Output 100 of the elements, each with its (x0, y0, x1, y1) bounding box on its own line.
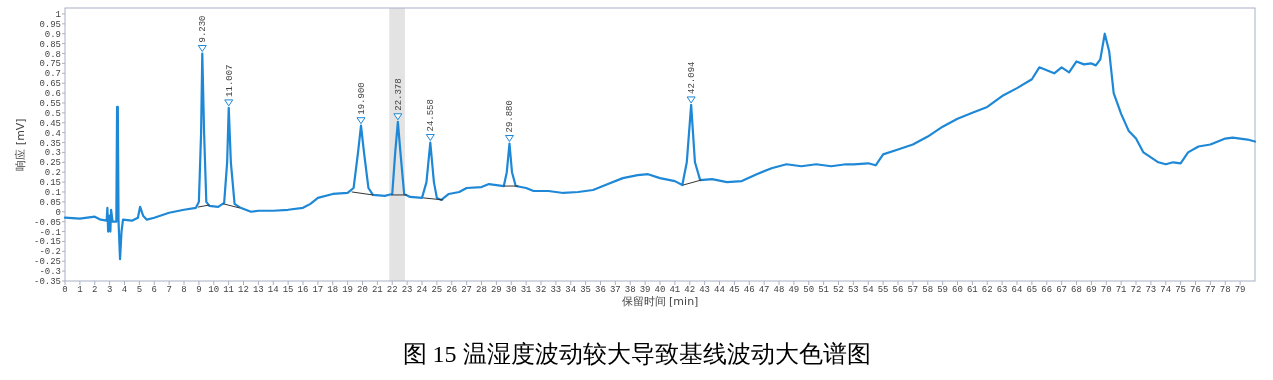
y-tick-label: 0.75 (39, 59, 61, 70)
y-tick-label: 0.05 (39, 197, 61, 208)
x-tick-label: 14 (267, 285, 279, 295)
x-tick-label: 79 (1234, 285, 1246, 295)
y-tick-label: 0.35 (39, 138, 61, 149)
x-tick-label: 31 (520, 285, 532, 295)
x-tick-label: 32 (535, 285, 547, 295)
x-tick-label: 8 (181, 285, 187, 295)
x-tick-label: 68 (1071, 285, 1082, 295)
x-tick-label: 30 (505, 285, 517, 295)
x-tick-label: 36 (595, 285, 606, 295)
x-tick-label: 73 (1145, 285, 1157, 295)
x-tick-label: 43 (699, 285, 711, 295)
x-tick-label: 35 (580, 285, 592, 295)
x-tick-label: 26 (446, 285, 458, 295)
text: 图 15 温湿度波动较大导致基线波动大色谱图 (402, 341, 871, 367)
y-axis-title: 响应 [mV] (14, 118, 27, 171)
x-tick-label: 9 (196, 285, 202, 295)
x-tick-label: 44 (714, 285, 725, 295)
y-tick-label: 0 (55, 207, 61, 218)
y-tick-label: 0.25 (39, 158, 61, 169)
x-tick-label: 4 (121, 285, 128, 295)
y-tick-label: -0.1 (39, 227, 61, 238)
x-tick-label: 20 (357, 285, 368, 295)
x-tick-label: 7 (166, 285, 172, 295)
y-tick-label: 0.45 (39, 118, 61, 129)
x-tick-label: 69 (1085, 285, 1097, 295)
x-tick-label: 1 (77, 285, 83, 295)
x-tick-label: 3 (106, 285, 113, 295)
x-axis-title: 保留时间 [min] (621, 295, 699, 308)
x-tick-label: 40 (654, 285, 666, 295)
x-tick-label: 46 (743, 285, 755, 295)
x-tick-label: 53 (847, 285, 859, 295)
x-tick-label: 22 (386, 285, 398, 295)
x-tick-label: 11 (223, 285, 235, 295)
x-tick-label: 60 (952, 285, 963, 295)
y-tick-label: 0.85 (39, 39, 61, 50)
x-tick-label: 77 (1204, 285, 1216, 295)
x-tick-label: 72 (1130, 285, 1142, 295)
x-tick-label: 37 (609, 285, 621, 295)
x-tick-label: 25 (431, 285, 443, 295)
x-tick-label: 17 (312, 285, 324, 295)
x-tick-label: 51 (818, 285, 830, 295)
y-tick-label: 0.5 (44, 108, 61, 119)
y-tick-label: -0.25 (33, 257, 61, 268)
x-tick-label: 61 (966, 285, 978, 295)
x-tick-label: 5 (136, 285, 143, 295)
x-tick-label: 74 (1160, 285, 1172, 295)
y-tick-label: 0.8 (44, 49, 61, 60)
y-tick-label: 1 (55, 9, 61, 20)
y-tick-label: 0.3 (44, 148, 61, 159)
y-tick-label: -0.05 (33, 217, 61, 228)
x-tick-label: 33 (550, 285, 562, 295)
x-tick-label: 29 (490, 285, 502, 295)
annotation: 19.900 (357, 82, 368, 115)
x-tick-label: 56 (892, 285, 904, 295)
x-tick-label: 21 (371, 285, 383, 295)
x-tick-label: 57 (907, 285, 919, 295)
x-tick-label: 42 (684, 285, 696, 295)
x-tick-label: 62 (981, 285, 993, 295)
x-tick-label: 24 (416, 285, 428, 295)
x-tick-label: 64 (1011, 285, 1023, 295)
x-tick-label: 2 (92, 285, 98, 295)
x-tick-label: 15 (282, 285, 294, 295)
x-tick-label: 12 (238, 285, 249, 295)
x-tick-label: 6 (151, 285, 157, 295)
x-tick-label: 48 (773, 285, 785, 295)
x-tick-label: 19 (342, 285, 354, 295)
x-tick-label: 67 (1056, 285, 1068, 295)
x-tick-label: 59 (937, 285, 949, 295)
annotation: 29.880 (505, 100, 516, 133)
y-tick-label: -0.3 (39, 267, 61, 278)
x-tick-label: 54 (862, 285, 874, 295)
y-tick-label: 0.65 (39, 79, 61, 90)
y-tick-label: -0.15 (33, 237, 61, 248)
x-tick-label: 66 (1041, 285, 1053, 295)
x-tick-label: 0 (62, 285, 68, 295)
x-tick-label: 78 (1219, 285, 1231, 295)
x-tick-label: 16 (297, 285, 309, 295)
x-tick-label: 65 (1026, 285, 1038, 295)
x-tick-label: 39 (639, 285, 651, 295)
annotation: 11.007 (224, 64, 235, 97)
x-tick-label: 52 (833, 285, 844, 295)
x-tick-label: 38 (624, 285, 636, 295)
annotation: 42.094 (687, 61, 698, 94)
y-tick-label: 0.7 (44, 69, 61, 80)
y-tick-label: 0.15 (39, 178, 61, 189)
x-tick-label: 55 (877, 285, 889, 295)
annotation: 9.230 (198, 15, 209, 43)
x-tick-label: 71 (1115, 285, 1127, 295)
x-tick-label: 49 (788, 285, 800, 295)
y-tick-label: 0.9 (44, 29, 61, 40)
y-tick-label: 0.95 (39, 19, 61, 30)
x-tick-label: 10 (208, 285, 220, 295)
y-tick-label: 0.4 (44, 128, 61, 139)
annotation: 24.558 (426, 99, 437, 132)
x-tick-label: 58 (922, 285, 934, 295)
x-tick-label: 75 (1175, 285, 1187, 295)
x-tick-label: 27 (461, 285, 473, 295)
x-tick-label: 28 (476, 285, 487, 295)
